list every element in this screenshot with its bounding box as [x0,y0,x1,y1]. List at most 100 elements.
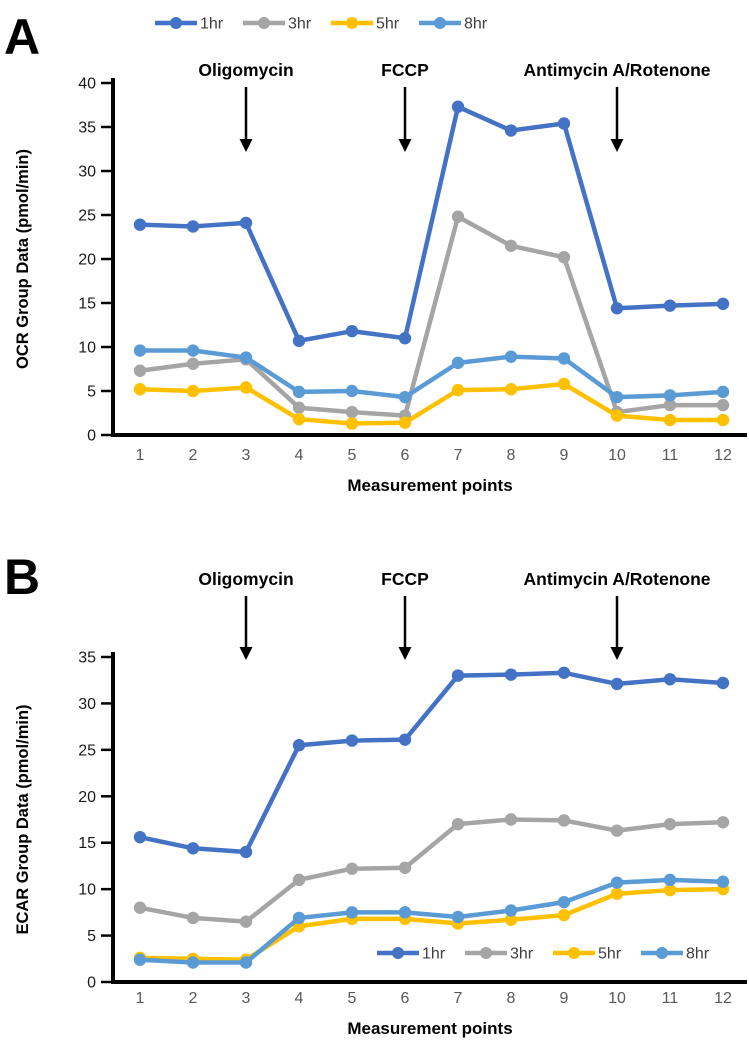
data-point-3hr-8 [504,239,518,252]
annotation-label: Antimycin A/Rotenone [524,60,711,80]
data-point-1hr-12 [716,297,730,311]
x-tick-label: 2 [189,447,198,464]
axes [111,652,747,984]
data-point-5hr-1 [133,383,147,396]
y-tick-label: 5 [87,384,96,401]
legend: 1hr 3hr 5hr 8hr [377,946,710,963]
data-point-8hr-8 [504,904,518,917]
data-point-8hr-12 [716,875,730,888]
annotation-fccp: FCCP [381,569,429,660]
x-tick-label: 12 [714,447,732,464]
annotation-label: Oligomycin [198,60,293,80]
series-1hr [133,666,730,859]
annotation-antimycin-a-rotenone: Antimycin A/Rotenone [524,60,711,152]
data-point-5hr-9 [557,377,571,391]
data-point-5hr-7 [451,383,465,397]
x-tick-label: 1 [136,447,145,464]
data-point-3hr-8 [504,813,518,826]
y-axis-title: ECAR Group Data (pmol/min) [14,704,32,934]
y-axis-ticks: 0 5 10 15 20 25 30 35 40 [78,76,111,445]
legend-item-8hr: 8hr [419,16,488,33]
annotation-arrowhead-icon [610,139,624,152]
legend-item-5hr: 5hr [331,16,400,33]
annotation-label: FCCP [381,60,429,80]
y-tick-label: 20 [78,252,96,269]
annotation-arrowhead-icon [239,139,253,152]
data-point-8hr-10 [610,876,624,889]
data-point-3hr-12 [716,398,730,412]
series-8hr [133,873,730,969]
series-line-1hr [137,670,726,855]
series-line-5hr [137,381,726,426]
x-tick-label: 2 [189,990,198,1007]
x-tick-label: 9 [560,990,569,1007]
data-point-8hr-2 [186,344,200,357]
data-point-1hr-9 [557,666,571,679]
data-point-3hr-11 [663,817,677,831]
legend-item-8hr: 8hr [641,946,710,963]
x-axis-ticks: 1 2 3 4 5 6 7 8 9 10 11 12 [136,447,732,464]
legend-item-1hr: 1hr [377,946,446,963]
data-point-5hr-12 [716,413,730,427]
series-line-8hr [137,877,726,965]
data-point-5hr-11 [663,413,677,427]
data-point-8hr-11 [663,873,677,887]
y-tick-label: 40 [78,76,96,93]
data-point-5hr-2 [186,384,200,398]
x-tick-label: 5 [348,447,357,464]
data-point-1hr-10 [610,302,624,315]
legend-label: 1hr [422,946,446,963]
series-3hr [133,210,730,422]
y-tick-label: 35 [78,650,96,667]
data-point-8hr-11 [663,389,677,402]
series-line-1hr [137,104,726,344]
data-point-5hr-6 [398,416,412,429]
x-tick-label: 10 [608,990,626,1007]
data-point-8hr-8 [504,350,518,363]
y-tick-label: 20 [78,789,96,806]
axes [111,78,747,437]
y-tick-label: 10 [78,882,96,899]
legend-marker-icon [258,17,270,29]
annotation-antimycin-a-rotenone: Antimycin A/Rotenone [524,569,711,660]
data-point-1hr-1 [133,830,147,844]
data-point-1hr-12 [716,676,730,690]
y-tick-label: 15 [78,296,96,313]
data-point-8hr-5 [345,384,359,398]
x-tick-label: 8 [507,447,516,464]
data-point-3hr-2 [186,911,200,925]
annotation-oligomycin: Oligomycin [198,60,294,152]
legend-item-1hr: 1hr [155,16,224,33]
series-line-5hr [137,886,726,962]
y-tick-label: 25 [78,208,96,225]
x-tick-label: 3 [242,447,251,464]
series-line-3hr [137,214,726,418]
data-point-3hr-1 [133,364,147,377]
data-point-8hr-4 [292,385,306,399]
series-8hr [133,344,730,404]
data-point-5hr-8 [504,913,518,926]
data-point-8hr-12 [716,385,730,399]
data-point-3hr-12 [716,816,730,829]
data-point-1hr-8 [504,124,518,137]
x-tick-label: 8 [507,990,516,1007]
data-point-5hr-4 [292,412,306,426]
x-tick-label: 10 [608,447,626,464]
series-1hr [133,100,730,348]
legend: 1hr 3hr 5hr 8hr [155,16,488,33]
x-tick-label: 12 [714,990,732,1007]
data-point-1hr-11 [663,299,677,312]
x-tick-label: 6 [401,447,410,464]
data-point-3hr-4 [292,873,306,887]
y-tick-label: 0 [87,428,96,445]
data-point-8hr-7 [451,910,465,924]
data-point-5hr-10 [610,887,624,900]
data-point-1hr-7 [451,669,465,682]
legend-label: 1hr [200,16,224,33]
legend-label: 3hr [510,946,534,963]
data-point-8hr-7 [451,356,465,370]
data-point-1hr-3 [239,845,253,859]
annotation-fccp: FCCP [381,60,429,152]
data-point-3hr-1 [133,901,147,914]
